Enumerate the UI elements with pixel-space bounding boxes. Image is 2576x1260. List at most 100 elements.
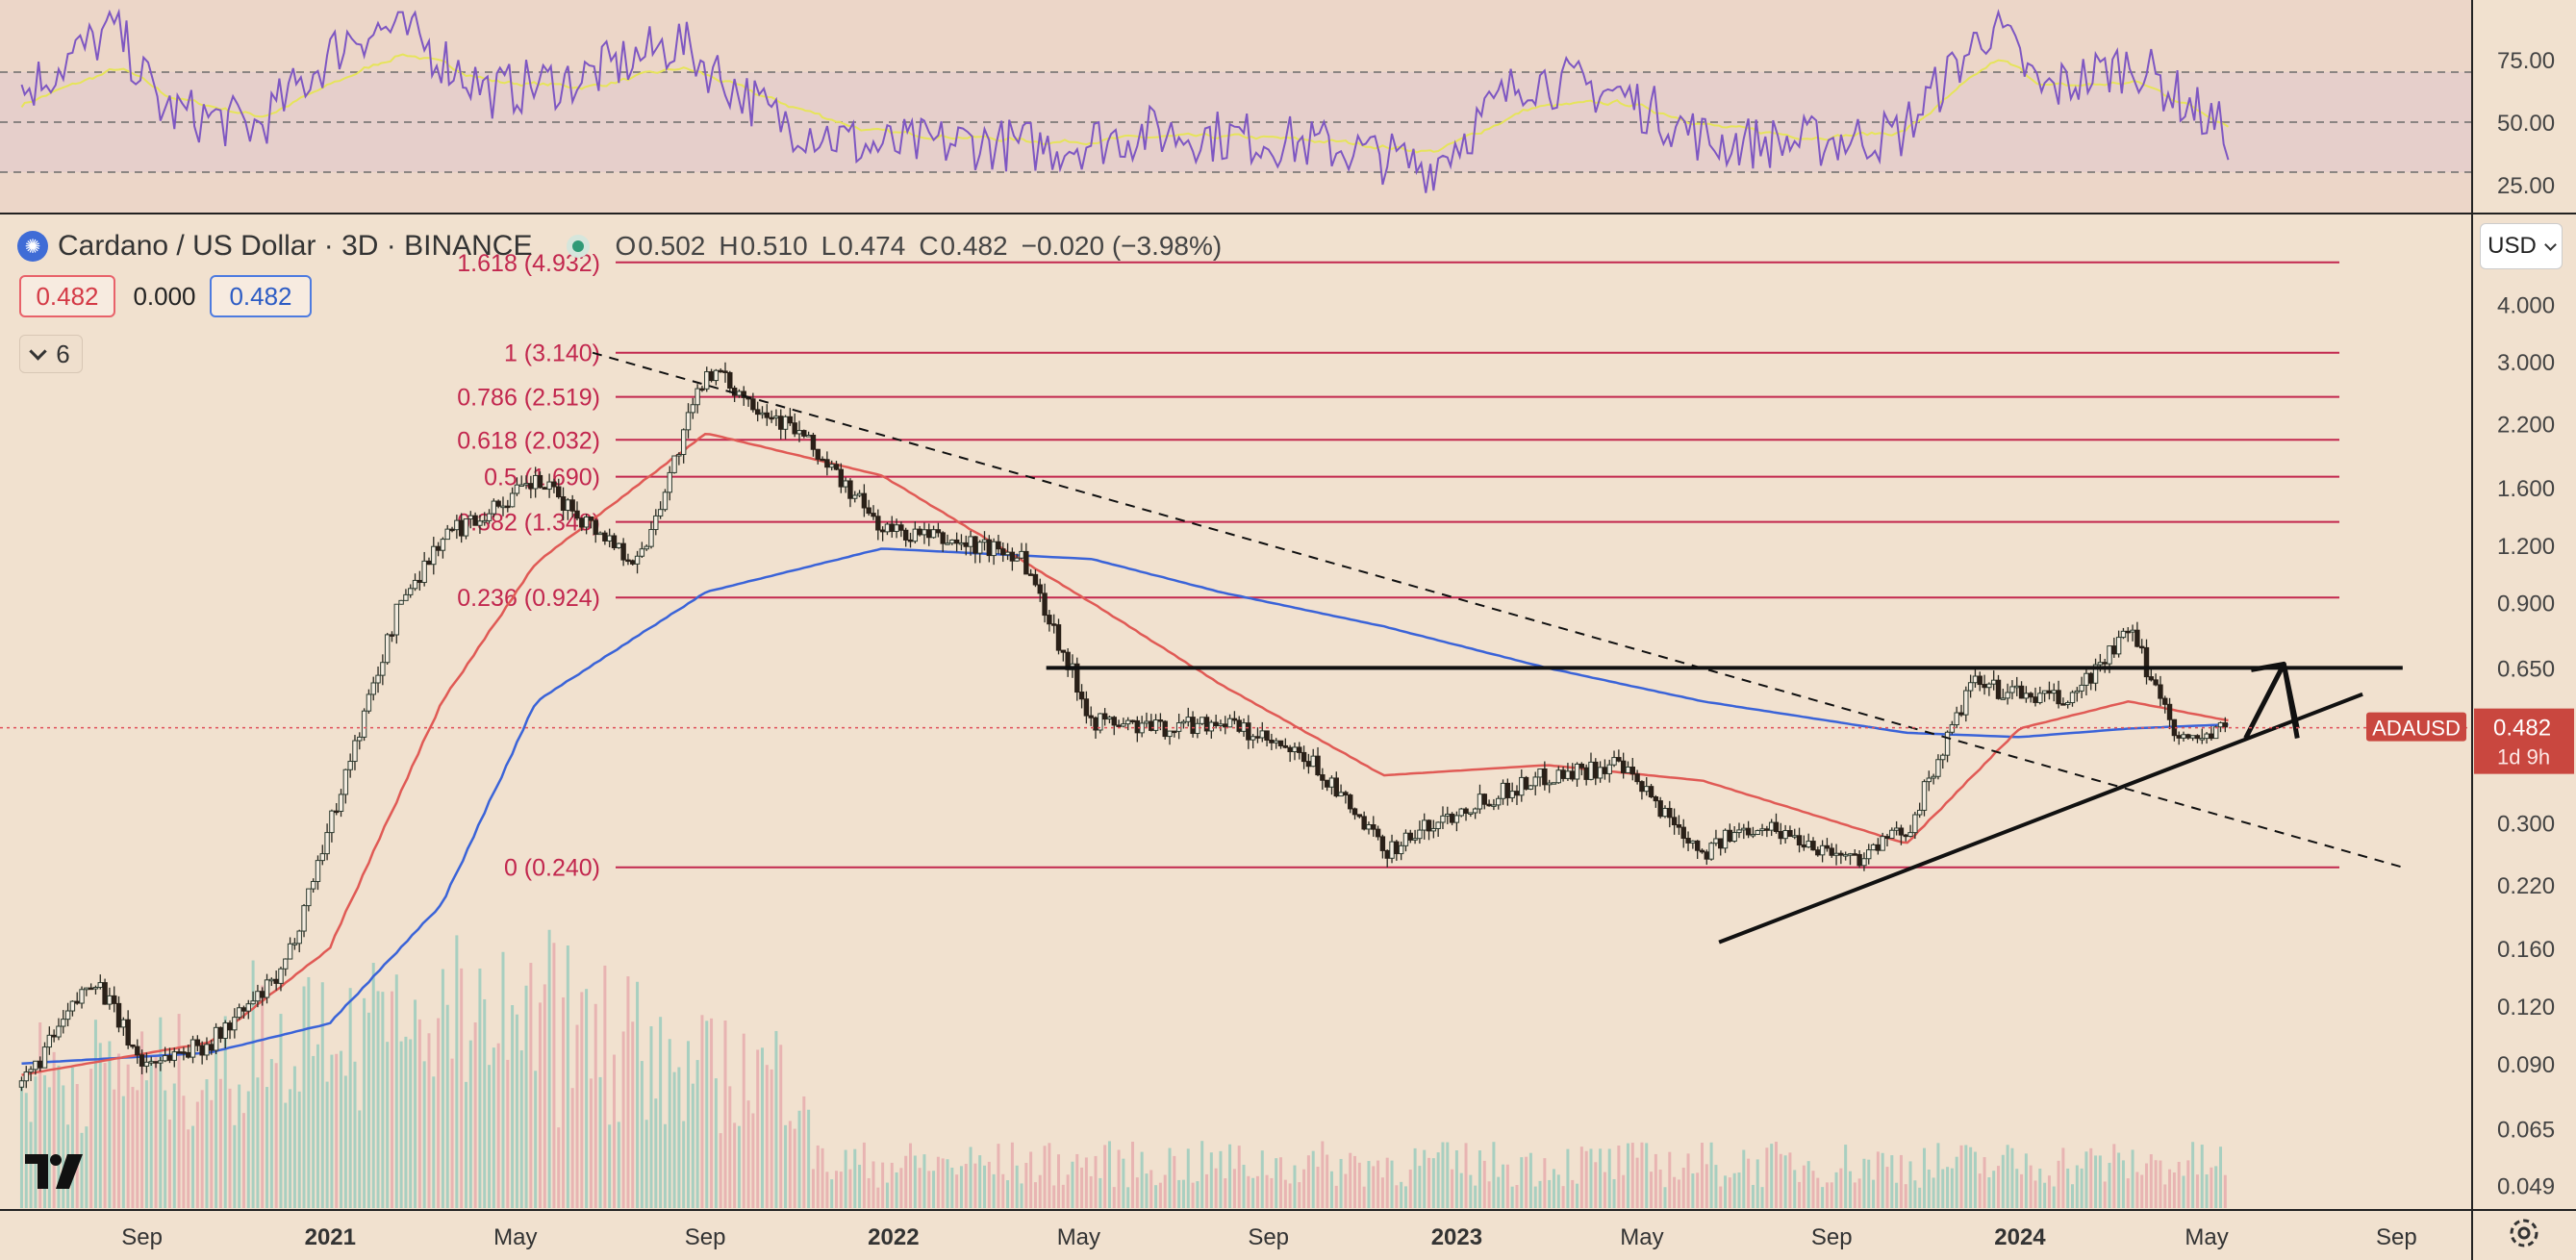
volume-bar	[746, 1100, 750, 1208]
candle-body	[754, 409, 761, 416]
candle-body	[588, 517, 594, 521]
candle-body	[1226, 718, 1233, 728]
last-price-badge[interactable]	[2474, 708, 2574, 774]
candle-body	[74, 1000, 80, 1004]
candle-body	[1023, 550, 1029, 575]
candle-body	[1185, 717, 1191, 722]
volume-bar	[922, 1154, 926, 1208]
candle-body	[1699, 849, 1705, 853]
volume-bar	[1168, 1147, 1172, 1208]
volume-bar	[1362, 1186, 1366, 1208]
candle-body	[250, 1000, 256, 1005]
time-axis[interactable]: Sep 2021 May Sep 2022 May Sep 2023 May Sep 2024 May…	[121, 1224, 2417, 1250]
symbol-title[interactable]: Cardano / US Dollar · 3D · BINANCE	[58, 230, 533, 262]
candle-body	[69, 1000, 76, 1012]
volume-bar	[1510, 1186, 1514, 1208]
candle-body	[953, 539, 960, 544]
buy-price-box[interactable]: 0.482	[210, 275, 312, 317]
price-candles	[18, 362, 2229, 1092]
candle-body	[403, 593, 409, 601]
volume-bar	[1103, 1145, 1107, 1208]
volume-bar	[519, 1050, 523, 1208]
volume-bar	[468, 1040, 472, 1208]
candle-body	[1578, 763, 1585, 769]
volume-bar	[904, 1155, 908, 1208]
candle-body	[2153, 679, 2159, 686]
candle-body	[1926, 777, 1932, 783]
volume-bar	[43, 1074, 47, 1208]
price-tick-label: 0.065	[2497, 1117, 2555, 1143]
volume-bar	[1260, 1150, 1264, 1208]
market-status-icon[interactable]	[567, 235, 591, 258]
fibonacci-retracement[interactable]: 1.618 (4.932)1 (3.140)0.786 (2.519)0.618…	[457, 250, 2339, 882]
price-tick-label: 2.200	[2497, 413, 2555, 439]
volume-bar	[464, 1081, 467, 1208]
candle-body	[79, 989, 85, 1004]
volume-bar	[668, 1039, 671, 1208]
volume-bar	[1006, 1180, 1010, 1208]
candle-body	[1555, 769, 1561, 784]
volume-bar	[1255, 1175, 1259, 1208]
price-tick-label: 0.160	[2497, 937, 2555, 963]
volume-bar	[784, 1124, 788, 1208]
candle-body	[1565, 770, 1571, 779]
settings-gear-icon[interactable]	[2507, 1216, 2541, 1250]
candle-body	[2023, 693, 2030, 699]
volume-bar	[1603, 1172, 1606, 1208]
volume-bar	[913, 1155, 917, 1208]
candle-body	[222, 1022, 228, 1040]
candle-body	[2037, 693, 2043, 703]
volume-bar	[580, 992, 584, 1208]
candle-body	[1203, 717, 1210, 732]
volume-bar	[1533, 1186, 1537, 1208]
candle-body	[1690, 840, 1696, 844]
candle-body	[1982, 684, 1987, 689]
volume-bar	[1122, 1158, 1125, 1208]
candle-body	[1819, 844, 1826, 856]
breakout-arrow-head[interactable]	[2250, 661, 2300, 730]
volume-bar	[756, 1049, 760, 1208]
volume-bar	[265, 1087, 269, 1208]
volume-bar	[1205, 1173, 1209, 1208]
indicators-toggle-button[interactable]: 6	[19, 335, 83, 373]
sell-price-box[interactable]: 0.482	[19, 275, 115, 317]
symbol-legend[interactable]: ✺ Cardano / US Dollar · 3D · BINANCE O 0.…	[17, 227, 1235, 265]
tradingview-logo-icon[interactable]	[23, 1150, 87, 1193]
descending-trendline[interactable]	[592, 351, 2404, 869]
volume-bar	[1806, 1161, 1810, 1208]
volume-bar	[1163, 1174, 1167, 1208]
volume-bar	[343, 1075, 347, 1208]
candle-body	[148, 1061, 154, 1064]
volume-bar	[1779, 1153, 1782, 1208]
candle-body	[2102, 662, 2108, 665]
candle-body	[902, 529, 909, 541]
candle-body	[2092, 664, 2099, 684]
candle-body	[1648, 786, 1654, 798]
volume-bar	[751, 1113, 755, 1208]
volume-bar	[215, 1032, 218, 1208]
candle-body	[976, 542, 983, 554]
candle-body	[805, 434, 812, 438]
ascending-support-line[interactable]	[1718, 692, 2363, 945]
low-key: L	[821, 231, 837, 261]
volume-bar	[2205, 1174, 2209, 1208]
drawings[interactable]: ADAUSD	[0, 351, 2472, 945]
candle-body	[194, 1039, 201, 1046]
volume-bar	[1492, 1142, 1496, 1208]
candle-body	[727, 371, 733, 390]
volume-bar	[353, 1061, 357, 1208]
ticker-tag[interactable]	[2366, 712, 2466, 742]
volume-bar	[205, 1079, 209, 1208]
candle-body	[1806, 841, 1811, 848]
candle-body	[782, 416, 789, 430]
candle-body	[467, 515, 473, 520]
close-key: C	[919, 231, 939, 261]
volume-bar	[1247, 1175, 1250, 1208]
candle-body	[1320, 774, 1326, 781]
candle-body	[61, 1019, 66, 1027]
candle-body	[384, 634, 391, 664]
currency-select[interactable]: USD	[2480, 223, 2563, 269]
candle-body	[1597, 767, 1604, 779]
